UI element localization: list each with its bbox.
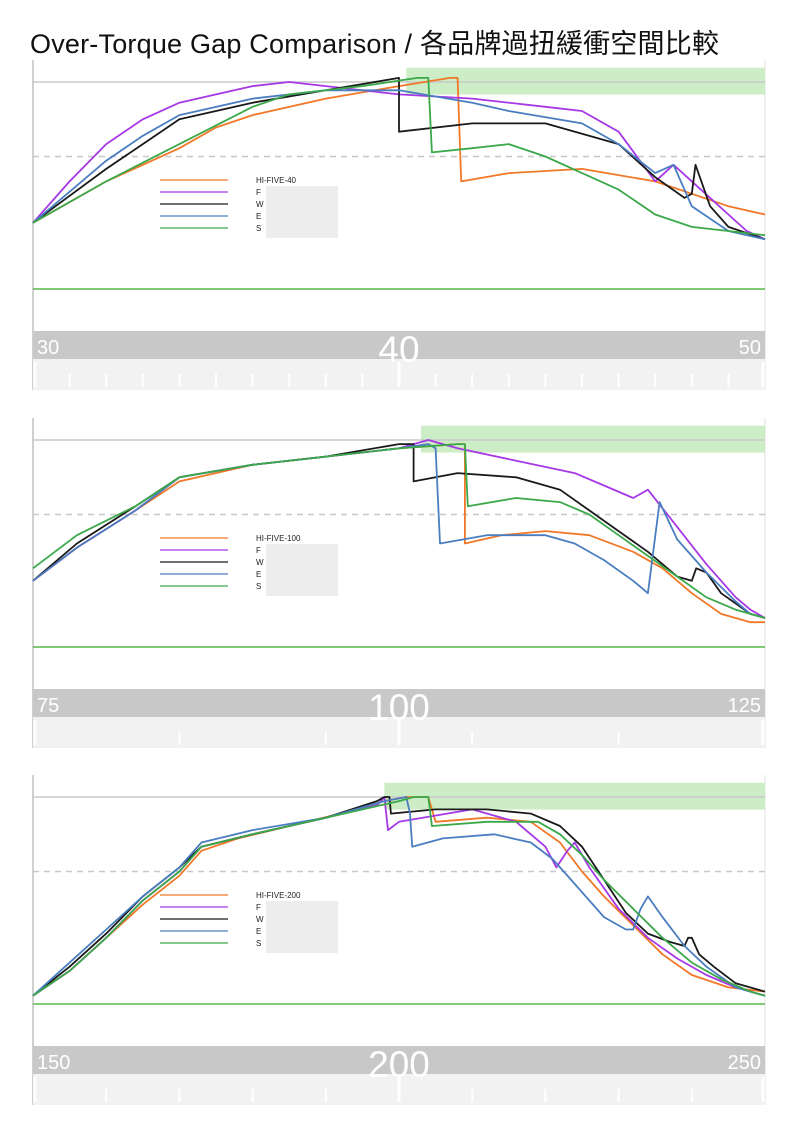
series-line-5 — [32, 796, 766, 997]
series-line-1 — [32, 443, 765, 624]
series-line-5 — [32, 443, 766, 619]
legend-label-4: E — [256, 927, 261, 936]
series-line-2 — [32, 439, 766, 619]
legend-label-2: F — [256, 188, 261, 197]
legend-label-5: S — [256, 582, 261, 591]
legend-label-1: HI-FIVE-40 — [256, 176, 297, 185]
axis-bar — [33, 689, 765, 717]
legend-redaction — [266, 901, 338, 953]
page-title: Over-Torque Gap Comparison / 各品牌過扭緩衝空間比較 — [30, 29, 720, 59]
tick-label-min: 75 — [37, 695, 59, 717]
legend-label-4: E — [256, 212, 261, 221]
axis-bar — [33, 1046, 765, 1074]
legend-label-3: W — [256, 558, 264, 567]
legend-label-1: HI-FIVE-100 — [256, 534, 301, 543]
series-line-1 — [32, 77, 766, 224]
target-band — [406, 67, 765, 95]
chart-panel-2: HI-FIVE-100 F W E S 75 100 125 — [0, 418, 800, 778]
legend-label-1: HI-FIVE-200 — [256, 891, 301, 900]
legend-redaction — [266, 186, 338, 238]
series-line-4 — [32, 796, 766, 997]
legend-label-3: W — [256, 200, 264, 209]
axis-bar — [33, 331, 765, 359]
legend-label-2: F — [256, 546, 261, 555]
series-line-4 — [32, 443, 766, 619]
tick-label-max: 50 — [739, 337, 761, 359]
legend-label-5: S — [256, 224, 261, 233]
series-line-5 — [32, 77, 766, 237]
legend-redaction — [266, 544, 338, 596]
chart-panel-3: HI-FIVE-200 F W E S 150 200 250 — [0, 775, 800, 1135]
tick-label-min: 150 — [37, 1052, 70, 1074]
series-line-3 — [32, 796, 766, 997]
series-line-3 — [32, 77, 766, 241]
target-band — [384, 782, 765, 810]
chart-panel-1: HI-FIVE-40 F W E S 30 40 50 — [0, 60, 800, 420]
legend-label-3: W — [256, 915, 264, 924]
tick-label-min: 30 — [37, 337, 59, 359]
series-line-4 — [32, 89, 766, 241]
legend-label-4: E — [256, 570, 261, 579]
legend-label-5: S — [256, 939, 261, 948]
target-band — [420, 425, 765, 453]
tick-label-max: 250 — [728, 1052, 761, 1074]
legend-label-2: F — [256, 903, 261, 912]
tick-label-max: 125 — [728, 695, 761, 717]
